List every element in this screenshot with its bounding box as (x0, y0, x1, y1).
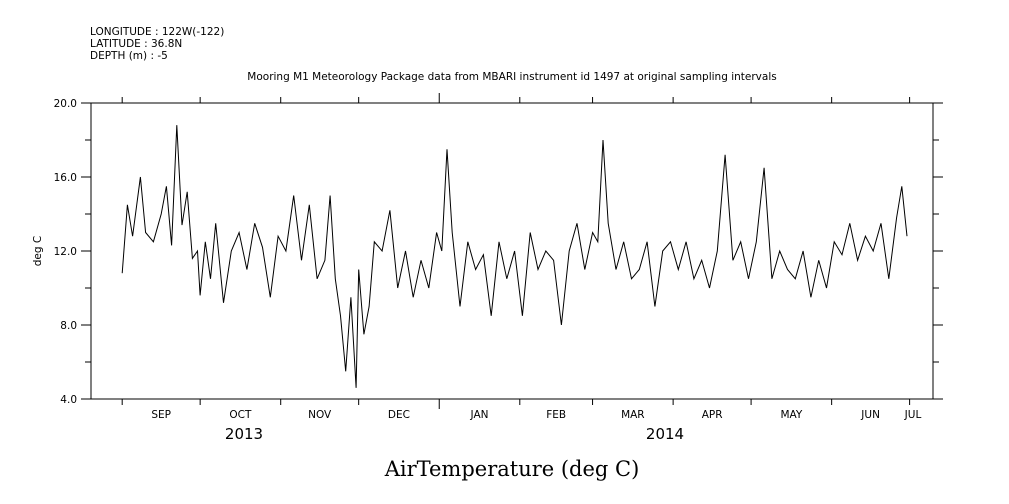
x-month-label: APR (702, 409, 723, 421)
x-axis-title: AirTemperature (deg C) (384, 457, 640, 481)
plot-frame (90, 102, 934, 400)
x-year-label-2014: 2014 (646, 425, 684, 443)
header-depth: DEPTH (m) : -5 (90, 50, 168, 62)
x-month-label: MAR (621, 409, 645, 421)
y-tick-label: 4.0 (60, 394, 77, 406)
x-month-label: DEC (388, 409, 410, 421)
x-month-label: JAN (470, 409, 489, 421)
x-month-label: OCT (229, 409, 252, 421)
x-month-label: SEP (151, 409, 171, 421)
y-tick-label: 12.0 (54, 246, 77, 258)
x-month-label: MAY (780, 409, 802, 421)
x-axis: SEP OCT NOV DEC JAN FEB MAR APR MAY JUN JUL (121, 93, 922, 421)
x-month-label: FEB (546, 409, 566, 421)
y-tick-label: 8.0 (60, 320, 77, 332)
y-tick-label: 16.0 (54, 172, 77, 184)
series-line (121, 125, 908, 388)
y-axis-label: deg C (32, 236, 44, 266)
header-latitude: LATITUDE : 36.8N (90, 38, 182, 50)
chart-title: Mooring M1 Meteorology Package data from… (247, 71, 776, 83)
header-longitude: LONGITUDE : 122W(-122) (90, 26, 224, 38)
x-year-label-2013: 2013 (225, 425, 263, 443)
x-month-label: JUN (860, 409, 880, 421)
x-month-label: JUL (904, 409, 922, 421)
header-block: LONGITUDE : 122W(-122) LATITUDE : 36.8N … (90, 26, 224, 62)
y-tick-label: 20.0 (54, 98, 77, 110)
x-month-label: NOV (308, 409, 332, 421)
y-axis: 4.0 8.0 12.0 16.0 20.0 (54, 98, 943, 406)
